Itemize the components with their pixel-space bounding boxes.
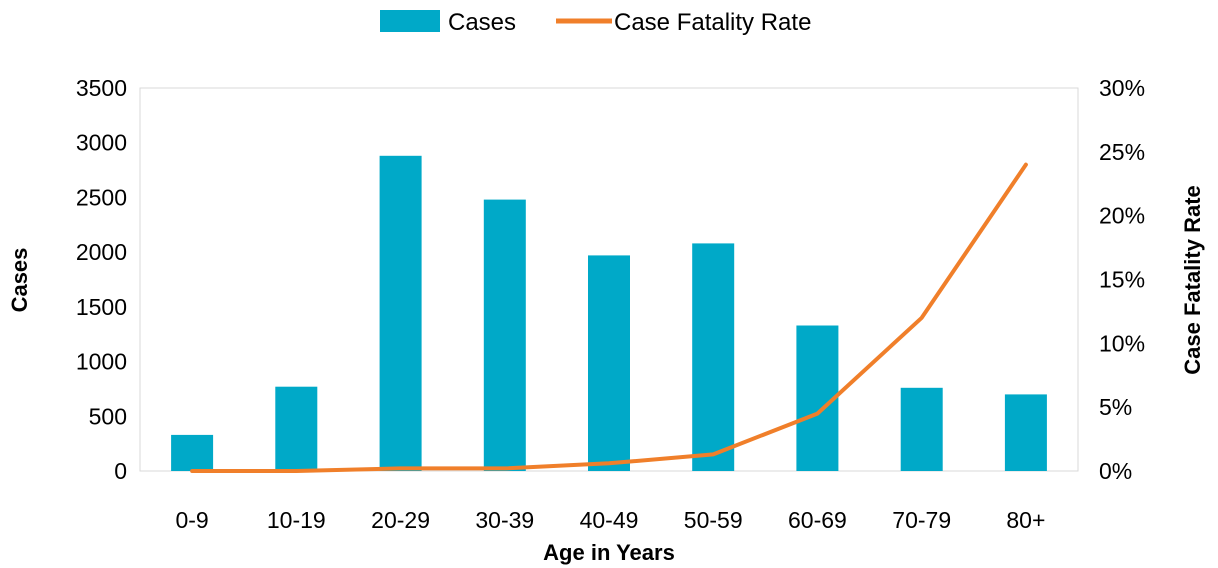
x-tick-label: 60-69 (788, 507, 847, 533)
right-axis-ticks: 0% 5% 10% 15% 20% 25% 30% (1099, 75, 1145, 484)
bar-70-79 (900, 387, 943, 471)
y-tick-label: 1000 (76, 349, 127, 375)
bar-80+ (1004, 394, 1047, 471)
x-tick-label: 80+ (1006, 507, 1045, 533)
y-tick-label: 0 (114, 458, 127, 484)
bar-40-49 (588, 255, 630, 471)
bar-10-19 (275, 386, 318, 471)
x-tick-label: 70-79 (892, 507, 951, 533)
line-series-case-fatality-rate (190, 162, 1028, 473)
line-case-fatality-rate (190, 162, 1028, 473)
x-axis-ticks: 0-9 10-19 20-29 30-39 40-49 50-59 60-69 70-79 80… (175, 507, 1045, 533)
x-tick-label: 20-29 (371, 507, 430, 533)
legend-label-cases: Cases (448, 9, 516, 36)
y-tick-label: 2500 (76, 184, 127, 210)
y2-axis-title: Case Fatality Rate (1180, 185, 1205, 375)
y-tick-label: 500 (89, 403, 127, 429)
y2-tick-label: 25% (1099, 139, 1145, 165)
legend-swatch-cases (380, 10, 440, 32)
left-axis-ticks: 0 500 1000 1500 2000 2500 3000 3500 (76, 75, 127, 484)
y2-tick-label: 15% (1099, 267, 1145, 293)
x-axis-title: Age in Years (543, 540, 675, 565)
legend-label-case-fatality-rate: Case Fatality Rate (614, 9, 811, 36)
x-tick-label: 10-19 (267, 507, 326, 533)
y-tick-label: 3000 (76, 130, 127, 156)
bar-50-59 (692, 243, 735, 471)
bar-0-9 (171, 434, 214, 471)
x-tick-label: 0-9 (175, 507, 208, 533)
y-tick-label: 2000 (76, 239, 127, 265)
x-tick-label: 40-49 (580, 507, 639, 533)
y-axis-title: Cases (7, 248, 32, 313)
y2-tick-label: 10% (1099, 330, 1145, 356)
y-tick-label: 1500 (76, 294, 127, 320)
legend: Cases Case Fatality Rate (380, 9, 811, 36)
y2-tick-label: 5% (1099, 394, 1132, 420)
bar-series-cases (171, 155, 1047, 472)
y2-tick-label: 20% (1099, 203, 1145, 229)
bar-20-29 (379, 155, 422, 472)
y2-tick-label: 0% (1099, 458, 1132, 484)
y-tick-label: 3500 (76, 75, 127, 101)
x-tick-label: 30-39 (475, 507, 534, 533)
bar-30-39 (483, 199, 526, 471)
x-tick-label: 50-59 (684, 507, 743, 533)
y2-tick-label: 30% (1099, 75, 1145, 101)
